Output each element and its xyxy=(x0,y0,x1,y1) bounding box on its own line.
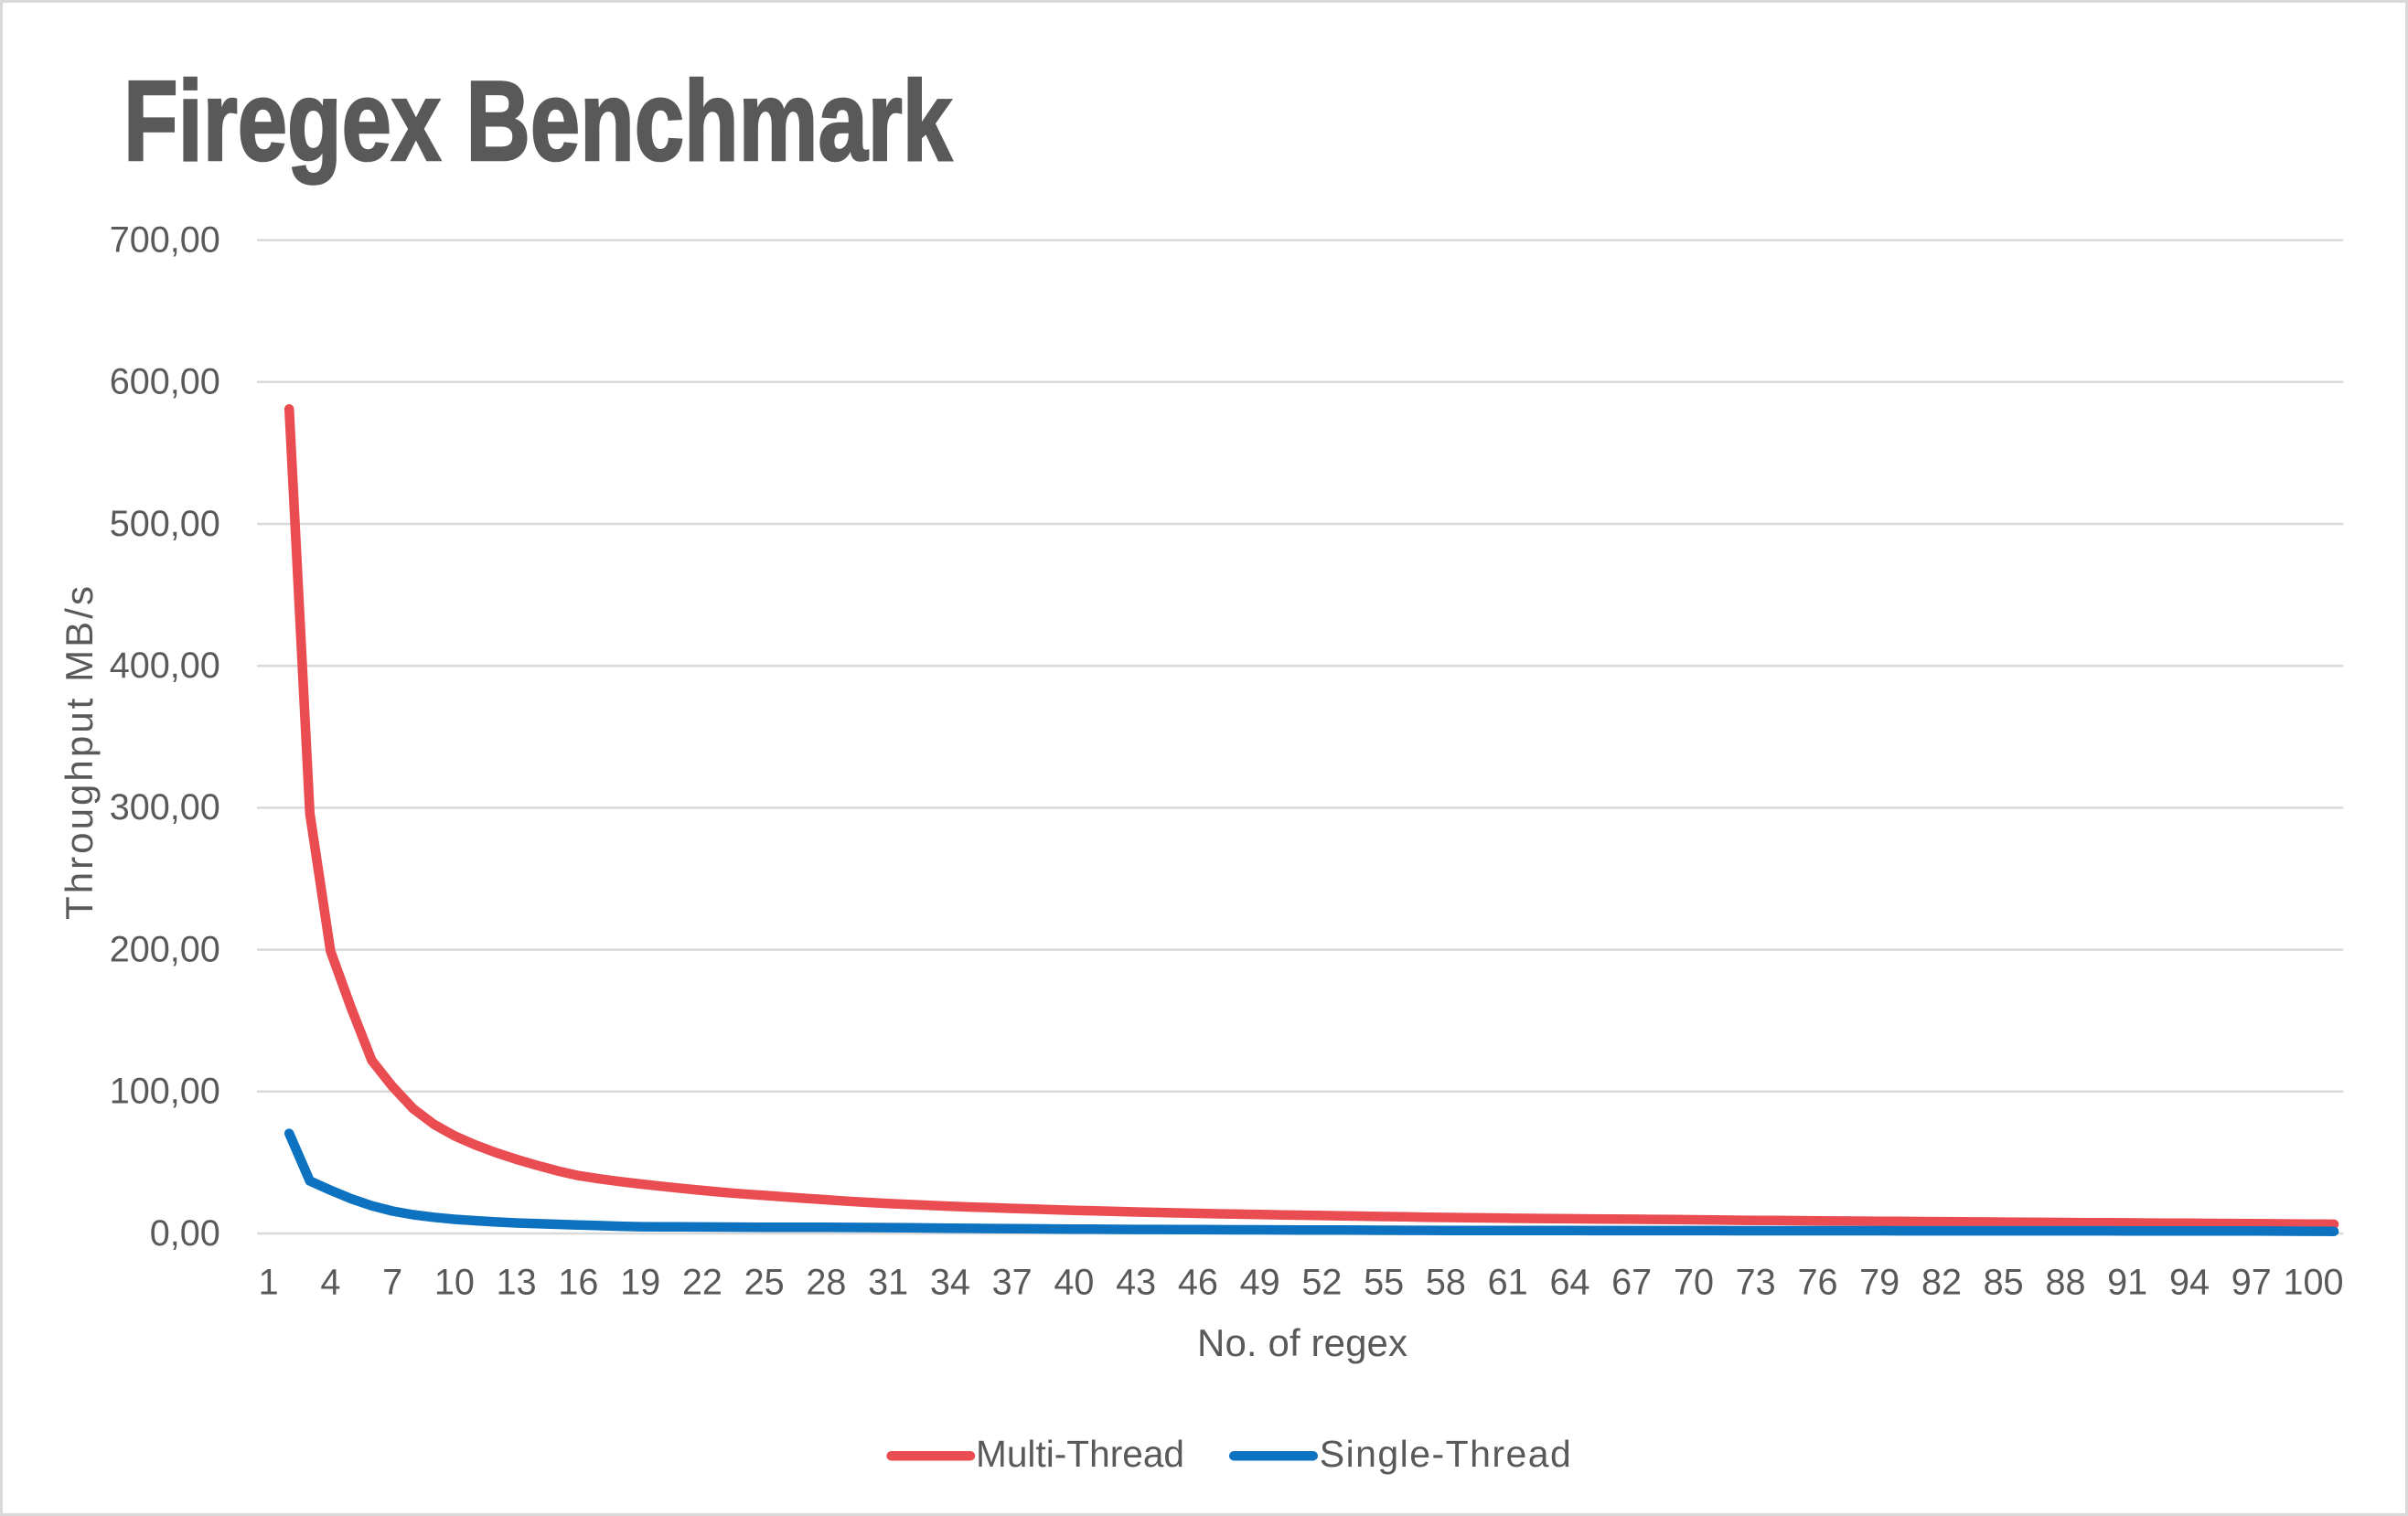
svg-text:88: 88 xyxy=(2045,1262,2085,1302)
svg-text:13: 13 xyxy=(497,1262,537,1302)
svg-text:37: 37 xyxy=(992,1262,1033,1302)
svg-text:70: 70 xyxy=(1674,1262,1714,1302)
svg-text:Multi-Thread: Multi-Thread xyxy=(976,1433,1184,1475)
svg-text:61: 61 xyxy=(1488,1262,1528,1302)
svg-text:Single-Thread: Single-Thread xyxy=(1320,1433,1571,1475)
svg-text:100: 100 xyxy=(2283,1262,2343,1302)
svg-text:40: 40 xyxy=(1054,1262,1094,1302)
svg-text:73: 73 xyxy=(1736,1262,1776,1302)
svg-text:700,00: 700,00 xyxy=(110,219,220,260)
svg-text:10: 10 xyxy=(434,1262,475,1302)
svg-text:7: 7 xyxy=(382,1262,402,1302)
svg-text:94: 94 xyxy=(2169,1262,2210,1302)
svg-text:55: 55 xyxy=(1364,1262,1404,1302)
svg-text:600,00: 600,00 xyxy=(110,362,220,402)
svg-text:43: 43 xyxy=(1116,1262,1156,1302)
svg-text:52: 52 xyxy=(1301,1262,1342,1302)
svg-text:67: 67 xyxy=(1611,1262,1652,1302)
svg-text:64: 64 xyxy=(1549,1262,1589,1302)
svg-text:49: 49 xyxy=(1240,1262,1280,1302)
svg-text:400,00: 400,00 xyxy=(110,646,220,686)
svg-text:No. of regex: No. of regex xyxy=(1197,1321,1407,1364)
svg-text:0,00: 0,00 xyxy=(150,1213,220,1254)
svg-text:85: 85 xyxy=(1984,1262,2024,1302)
svg-text:300,00: 300,00 xyxy=(110,787,220,827)
svg-text:Throughput MB/s: Throughput MB/s xyxy=(58,586,101,920)
svg-text:91: 91 xyxy=(2107,1262,2147,1302)
svg-text:31: 31 xyxy=(868,1262,908,1302)
svg-text:16: 16 xyxy=(558,1262,598,1302)
svg-text:4: 4 xyxy=(320,1262,340,1302)
svg-text:46: 46 xyxy=(1178,1262,1218,1302)
svg-text:22: 22 xyxy=(682,1262,722,1302)
svg-text:19: 19 xyxy=(620,1262,660,1302)
svg-text:25: 25 xyxy=(744,1262,785,1302)
svg-text:1: 1 xyxy=(259,1262,279,1302)
svg-text:Firegex Benchmark: Firegex Benchmark xyxy=(123,59,953,185)
svg-text:79: 79 xyxy=(1859,1262,1900,1302)
svg-text:82: 82 xyxy=(1921,1262,1962,1302)
svg-text:200,00: 200,00 xyxy=(110,929,220,969)
svg-text:76: 76 xyxy=(1797,1262,1837,1302)
svg-text:97: 97 xyxy=(2231,1262,2272,1302)
svg-text:28: 28 xyxy=(806,1262,846,1302)
svg-text:34: 34 xyxy=(930,1262,970,1302)
svg-text:500,00: 500,00 xyxy=(110,504,220,544)
svg-text:58: 58 xyxy=(1426,1262,1466,1302)
svg-text:100,00: 100,00 xyxy=(110,1072,220,1112)
